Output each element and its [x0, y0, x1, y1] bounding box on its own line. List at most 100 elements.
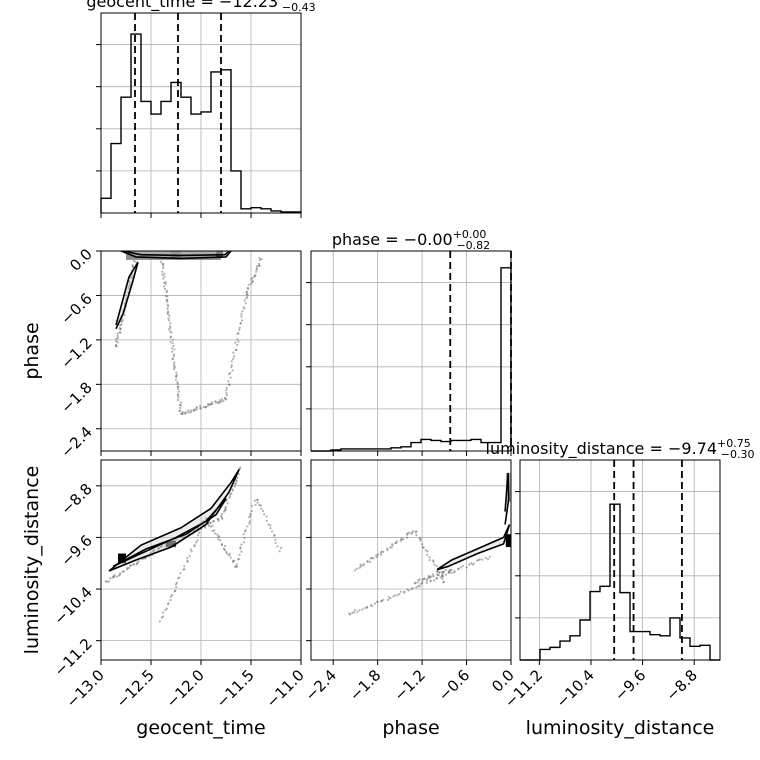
scatter-point [175, 585, 178, 589]
title-median: phase = −0.00 [332, 230, 453, 249]
scatter-point [469, 561, 473, 565]
scatter-point [438, 571, 441, 574]
scatter-point [234, 565, 237, 568]
scatter-point [222, 547, 226, 550]
scatter-point [186, 556, 189, 560]
histogram-step-phase [311, 267, 512, 452]
scatter-point [171, 357, 175, 360]
scatter-point [363, 606, 366, 610]
density-block [118, 553, 126, 564]
scatter-point [440, 574, 444, 577]
x-axis-label-geocent_time: geocent_time [136, 717, 265, 739]
scatter-point [116, 336, 120, 339]
scatter-point [256, 498, 259, 501]
scatter-point [172, 344, 175, 348]
scatter-point [419, 537, 422, 541]
scatter-point [118, 573, 121, 576]
scatter-point [403, 590, 406, 593]
scatter-point [487, 557, 490, 561]
scatter-point [229, 493, 232, 496]
scatter-point [407, 531, 410, 534]
scatter-point [165, 291, 168, 294]
scatter-point [107, 580, 111, 583]
scatter-point [116, 334, 119, 337]
scatter-point [247, 283, 250, 286]
scatter-point [167, 305, 170, 308]
scatter-point [174, 589, 177, 592]
scatter-point [353, 608, 357, 612]
scatter-point [248, 520, 251, 523]
scatter-point [228, 495, 232, 498]
scatter-point [176, 381, 179, 384]
scatter-point [182, 568, 185, 571]
scatter-point [372, 557, 375, 560]
scatter-point [246, 295, 249, 298]
scatter-point [232, 357, 235, 361]
scatter-point [380, 599, 383, 602]
scatter-point [239, 322, 242, 325]
scatter-point [204, 405, 207, 409]
scatter-point [161, 263, 165, 266]
scatter-point [256, 501, 259, 504]
scatter-point [235, 563, 238, 566]
scatter-point [386, 548, 389, 552]
scatter-point [152, 550, 155, 554]
scatter-point [444, 568, 447, 572]
scatter-point [165, 298, 168, 302]
scatter-point [484, 556, 488, 559]
contour-0 [108, 469, 240, 572]
x-axis-label-phase: phase [382, 717, 439, 739]
scatter-point [224, 397, 227, 400]
scatter-point [184, 412, 187, 415]
scatter-point [236, 343, 239, 347]
scatter-point [375, 600, 379, 603]
scatter-point [217, 518, 220, 521]
scatter-point [355, 567, 358, 570]
scatter-point [112, 575, 115, 578]
scatter-point [167, 310, 170, 313]
scatter-point [170, 593, 174, 597]
scatter-point [131, 274, 134, 277]
contour-0 [436, 524, 511, 571]
scatter-point [217, 402, 220, 405]
scatter-point [371, 604, 374, 608]
scatter-point [457, 567, 460, 570]
histogram-step-geocent_time [100, 33, 302, 213]
scatter-point [231, 488, 234, 491]
scatter-point [223, 548, 226, 552]
scatter-point [172, 354, 175, 358]
title-plus-error: +0.00 [453, 228, 487, 241]
scatter-point [189, 411, 192, 414]
scatter-point [198, 404, 202, 408]
scatter-point [169, 322, 172, 325]
scatter-point [481, 558, 484, 561]
scatter-point [187, 411, 190, 414]
scatter-point [426, 578, 429, 581]
x-tick-label-geocent_time: −11.0 [263, 666, 308, 711]
scatter-point [195, 406, 198, 410]
scatter-point [220, 543, 224, 546]
title-minus-error: −0.30 [721, 448, 755, 461]
scatter-point [253, 499, 257, 502]
x-tick-label-geocent_time: −12.5 [113, 666, 158, 711]
scatter-point [459, 566, 463, 569]
scatter-point [171, 342, 174, 345]
scatter-point [173, 361, 176, 364]
scatter-point [475, 559, 479, 562]
scatter-point [179, 409, 182, 412]
scatter-point [231, 369, 234, 372]
scatter-point [198, 531, 201, 534]
scatter-point [467, 563, 471, 566]
scatter-point [254, 274, 257, 277]
scatter-point [213, 532, 217, 535]
scatter-point [115, 337, 118, 341]
scatter-point [406, 533, 409, 536]
scatter-point [365, 606, 369, 609]
scatter-point [425, 579, 428, 582]
scatter-point [169, 598, 172, 602]
scatter-point [273, 533, 276, 537]
y-tick-label-luminosity_distance: −8.8 [57, 480, 95, 518]
scatter-point [366, 605, 369, 608]
